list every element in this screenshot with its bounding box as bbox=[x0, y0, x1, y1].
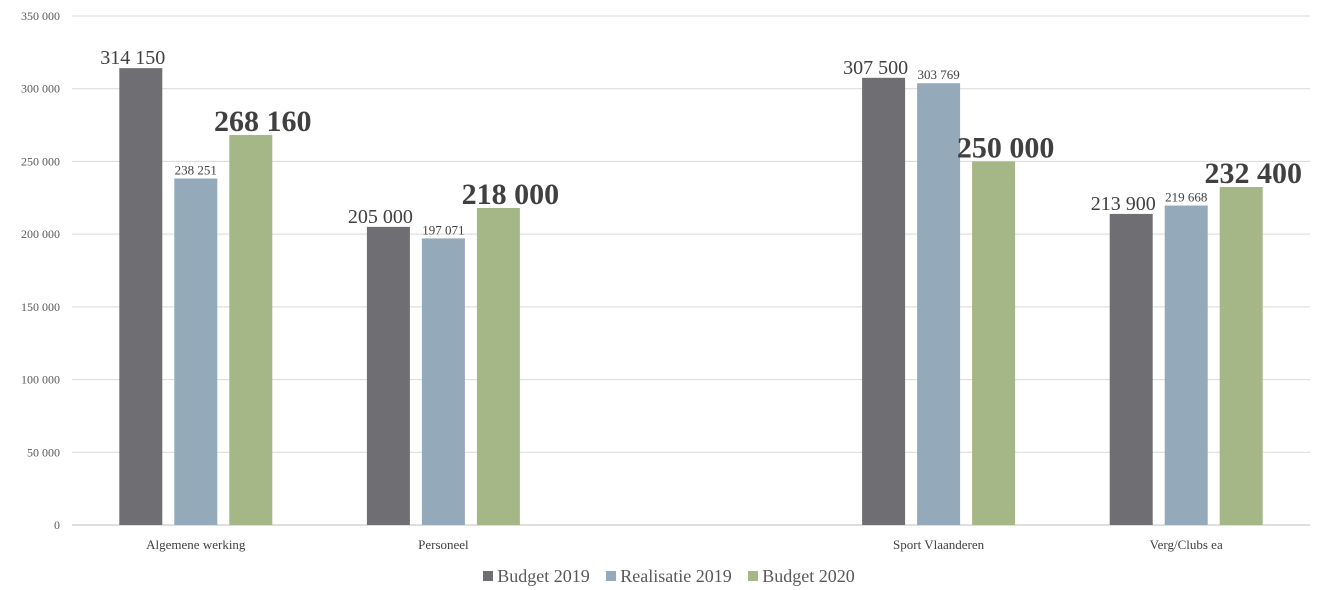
data-label: 303 769 bbox=[917, 67, 959, 82]
bar bbox=[1219, 187, 1263, 526]
legend-swatch-budget-2019 bbox=[483, 571, 494, 581]
bar bbox=[174, 178, 218, 526]
bar bbox=[476, 207, 520, 526]
data-label: 219 668 bbox=[1165, 190, 1207, 205]
y-tick-label: 0 bbox=[54, 518, 60, 532]
data-label: 314 150 bbox=[100, 47, 165, 69]
data-label: 205 000 bbox=[348, 206, 413, 228]
x-category-label: Sport Vlaanderen bbox=[893, 537, 985, 552]
y-tick-label: 350 000 bbox=[21, 9, 60, 23]
bar bbox=[119, 68, 163, 526]
bar bbox=[1109, 213, 1153, 525]
x-category-label: Algemene werking bbox=[146, 537, 246, 552]
legend-item-budget-2020: Budget 2020 bbox=[748, 566, 855, 587]
bar bbox=[862, 77, 906, 526]
y-tick-label: 250 000 bbox=[21, 154, 60, 168]
data-label: 250 000 bbox=[957, 131, 1055, 164]
legend-label-realisatie-2019: Realisatie 2019 bbox=[620, 566, 732, 586]
data-label: 213 900 bbox=[1091, 193, 1156, 215]
legend-label-budget-2019: Budget 2019 bbox=[497, 566, 590, 586]
bar bbox=[972, 161, 1016, 525]
legend: Budget 2019 Realisatie 2019 Budget 2020 bbox=[0, 566, 1338, 587]
data-label: 307 500 bbox=[843, 57, 908, 79]
bar bbox=[1164, 205, 1208, 525]
y-tick-label: 200 000 bbox=[21, 227, 60, 241]
y-tick-label: 50 000 bbox=[27, 445, 60, 459]
legend-item-realisatie-2019: Realisatie 2019 bbox=[606, 566, 732, 587]
data-label: 232 400 bbox=[1204, 157, 1302, 190]
legend-swatch-realisatie-2019 bbox=[606, 571, 617, 581]
data-label: 238 251 bbox=[175, 163, 217, 178]
y-tick-label: 150 000 bbox=[21, 300, 60, 314]
bar bbox=[229, 135, 273, 525]
data-label: 218 000 bbox=[462, 178, 560, 211]
data-label: 268 160 bbox=[214, 105, 312, 138]
bar bbox=[421, 238, 465, 525]
legend-label-budget-2020: Budget 2020 bbox=[762, 566, 855, 586]
bar bbox=[917, 83, 961, 525]
x-category-label: Personeel bbox=[418, 537, 469, 552]
x-category-label: Verg/Clubs ea bbox=[1150, 537, 1223, 552]
y-tick-label: 100 000 bbox=[21, 373, 60, 387]
y-tick-label: 300 000 bbox=[21, 82, 60, 96]
bar bbox=[366, 226, 410, 525]
data-label: 197 071 bbox=[422, 222, 464, 237]
legend-item-budget-2019: Budget 2019 bbox=[483, 566, 590, 587]
legend-swatch-budget-2020 bbox=[748, 571, 759, 581]
bar-chart: 0 50 000 100 000 150 000 200 000 250 000 300 0… bbox=[21, 9, 1310, 552]
